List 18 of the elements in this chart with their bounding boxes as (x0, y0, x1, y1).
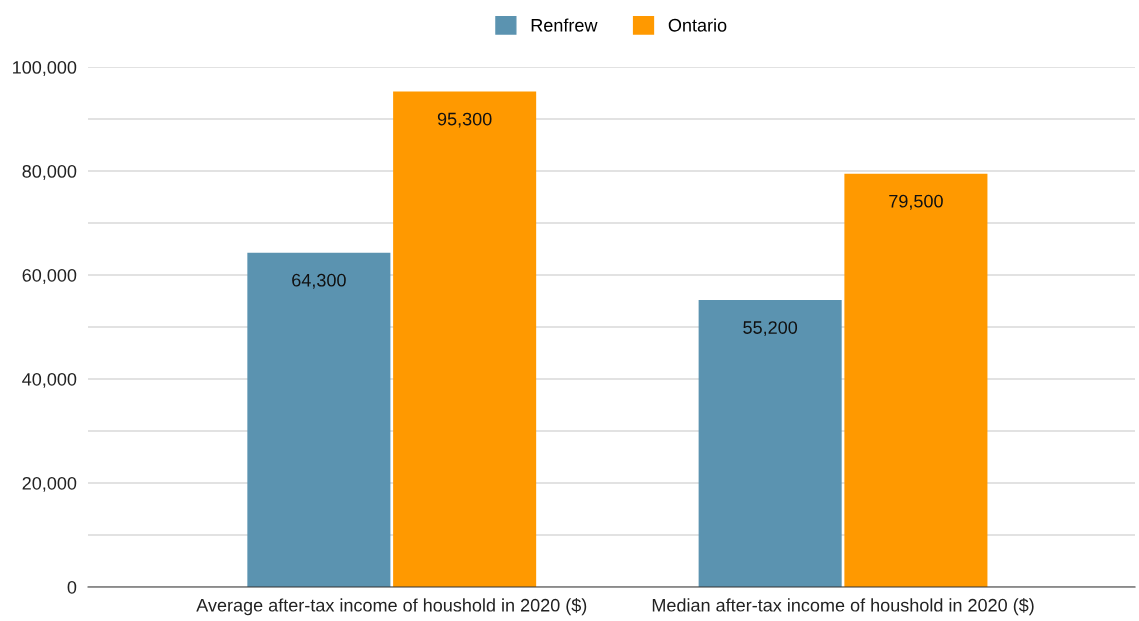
y-tick-label: 0 (67, 580, 77, 594)
x-tick-label: Average after-tax income of houshold in 2020 ($) (196, 598, 587, 616)
legend-label: Renfrew (531, 18, 598, 32)
y-tick-label: 60,000 (22, 268, 77, 284)
x-tick-label: Median after-tax income of houshold in 2020 ($) (652, 598, 1034, 616)
data-label: 95,300 (437, 112, 492, 128)
bar (393, 91, 537, 587)
bar (247, 252, 391, 587)
y-tick-label: 100,000 (13, 61, 77, 76)
bar (844, 173, 988, 587)
data-label: 55,200 (743, 321, 798, 337)
y-tick-label: 40,000 (22, 372, 77, 388)
data-label: 64,300 (292, 273, 346, 289)
bar (698, 299, 842, 587)
legend-label: Ontario (668, 18, 727, 32)
data-label: 79,500 (889, 194, 943, 210)
y-tick-label: 20,000 (22, 476, 77, 492)
y-tick-label: 80,000 (22, 164, 77, 180)
